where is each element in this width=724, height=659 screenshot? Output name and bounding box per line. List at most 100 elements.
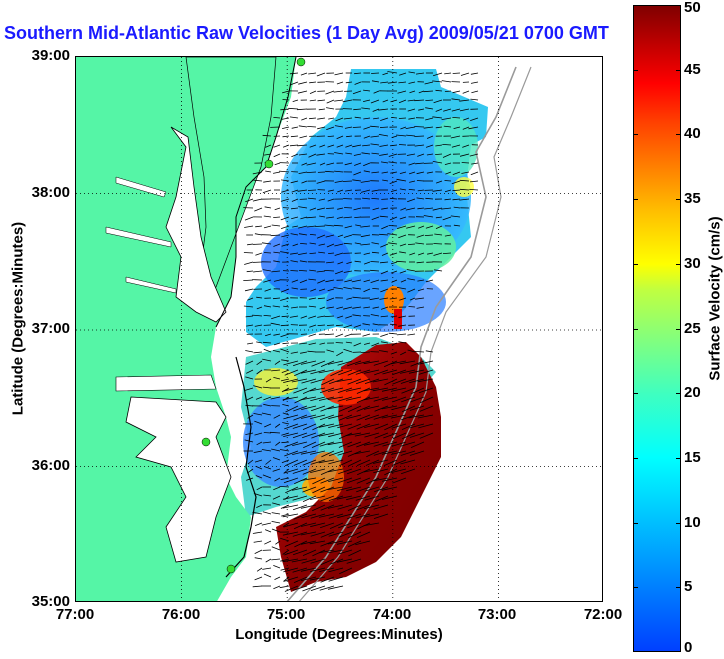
velocity-vector (327, 360, 344, 365)
velocity-vector (301, 180, 308, 184)
velocity-vector (254, 432, 263, 436)
velocity-vector (309, 269, 317, 272)
velocity-vector (435, 216, 443, 219)
colorbar-tick-label: 15 (684, 448, 701, 466)
velocity-map[interactable] (75, 56, 603, 602)
velocity-vector (459, 188, 470, 191)
velocity-vector (402, 432, 416, 440)
velocity-vector (302, 585, 317, 592)
velocity-vector (354, 162, 362, 166)
velocity-vector (406, 225, 416, 229)
velocity-vector (374, 423, 389, 430)
velocity-vector (378, 108, 389, 111)
velocity-vector (263, 215, 272, 218)
velocity-vector (381, 486, 398, 491)
velocity-vector (326, 107, 335, 110)
velocity-vector (346, 297, 353, 300)
velocity-vector (379, 350, 389, 353)
xtick-label: 73:00 (477, 606, 517, 623)
velocity-vector (336, 558, 353, 563)
velocity-vector (300, 243, 308, 245)
velocity-vector (302, 387, 317, 394)
velocity-vector (374, 495, 389, 502)
velocity-vector (363, 468, 380, 473)
velocity-vector (252, 585, 263, 588)
velocity-vector (407, 108, 416, 112)
velocity-vector (300, 450, 317, 455)
velocity-vector (336, 378, 353, 382)
velocity-vector (347, 441, 362, 448)
velocity-vector (371, 251, 380, 254)
velocity-vector (265, 144, 272, 148)
velocity-vector (329, 522, 344, 529)
velocity-vector (373, 396, 389, 402)
velocity-vector (390, 351, 398, 355)
velocity-vector (326, 216, 335, 219)
velocity-vector (283, 576, 299, 582)
velocity-vector (408, 71, 416, 74)
velocity-vector (410, 387, 425, 395)
velocity-vector (327, 540, 344, 545)
velocity-vector (289, 72, 299, 75)
velocity-vector (379, 126, 389, 128)
velocity-vector (343, 270, 353, 273)
velocity-vector (309, 252, 317, 254)
velocity-vector (380, 161, 389, 164)
velocity-vector (352, 144, 362, 148)
velocity-vector (392, 477, 407, 484)
velocity-vector (255, 465, 263, 470)
velocity-vector (301, 117, 308, 121)
velocity-vector (399, 251, 407, 254)
velocity-vector (327, 585, 344, 590)
velocity-vector (326, 207, 335, 209)
velocity-vector (291, 189, 299, 193)
velocity-vector (283, 432, 299, 437)
velocity-vector (435, 89, 443, 92)
velocity-vector (281, 234, 290, 238)
velocity-vector (319, 342, 326, 345)
colorbar-tick-label: 0 (684, 639, 693, 656)
velocity-vector (320, 477, 335, 484)
velocity-vector (293, 459, 308, 466)
velocity-vector (381, 450, 398, 455)
velocity-vector (450, 135, 461, 139)
velocity-vector (463, 117, 470, 121)
velocity-vector (308, 305, 317, 308)
velocity-vector (319, 306, 326, 310)
velocity-vector (345, 152, 353, 155)
velocity-vector (407, 198, 416, 203)
velocity-vector (459, 108, 470, 112)
velocity-vector (280, 558, 290, 562)
velocity-vector (356, 414, 371, 421)
velocity-vector (281, 432, 290, 436)
velocity-vector (316, 180, 326, 184)
velocity-vector (399, 188, 407, 191)
velocity-vector (391, 405, 407, 411)
velocity-vector (282, 549, 290, 555)
velocity-vector (380, 306, 389, 310)
velocity-vector (370, 99, 380, 104)
velocity-vector (281, 243, 290, 247)
velocity-vector (243, 279, 254, 281)
velocity-vector (328, 378, 344, 385)
velocity-vector (354, 81, 362, 85)
velocity-vector (309, 99, 317, 102)
velocity-vector (262, 358, 272, 362)
velocity-vector (320, 468, 335, 475)
velocity-vector (292, 432, 308, 439)
velocity-vector (371, 152, 380, 155)
velocity-vector (406, 134, 416, 137)
velocity-vector (400, 351, 407, 356)
velocity-vector (433, 99, 443, 104)
velocity-vector (309, 242, 317, 245)
velocity-vector (379, 215, 389, 218)
velocity-vector (408, 306, 416, 308)
velocity-vector (292, 99, 299, 102)
velocity-vector (284, 441, 299, 448)
velocity-vector (328, 459, 344, 465)
colorbar-tick-label: 50 (684, 0, 701, 16)
velocity-vector (360, 180, 371, 183)
velocity-vector (407, 288, 416, 293)
velocity-vector (283, 414, 299, 420)
velocity-vector (309, 90, 317, 94)
